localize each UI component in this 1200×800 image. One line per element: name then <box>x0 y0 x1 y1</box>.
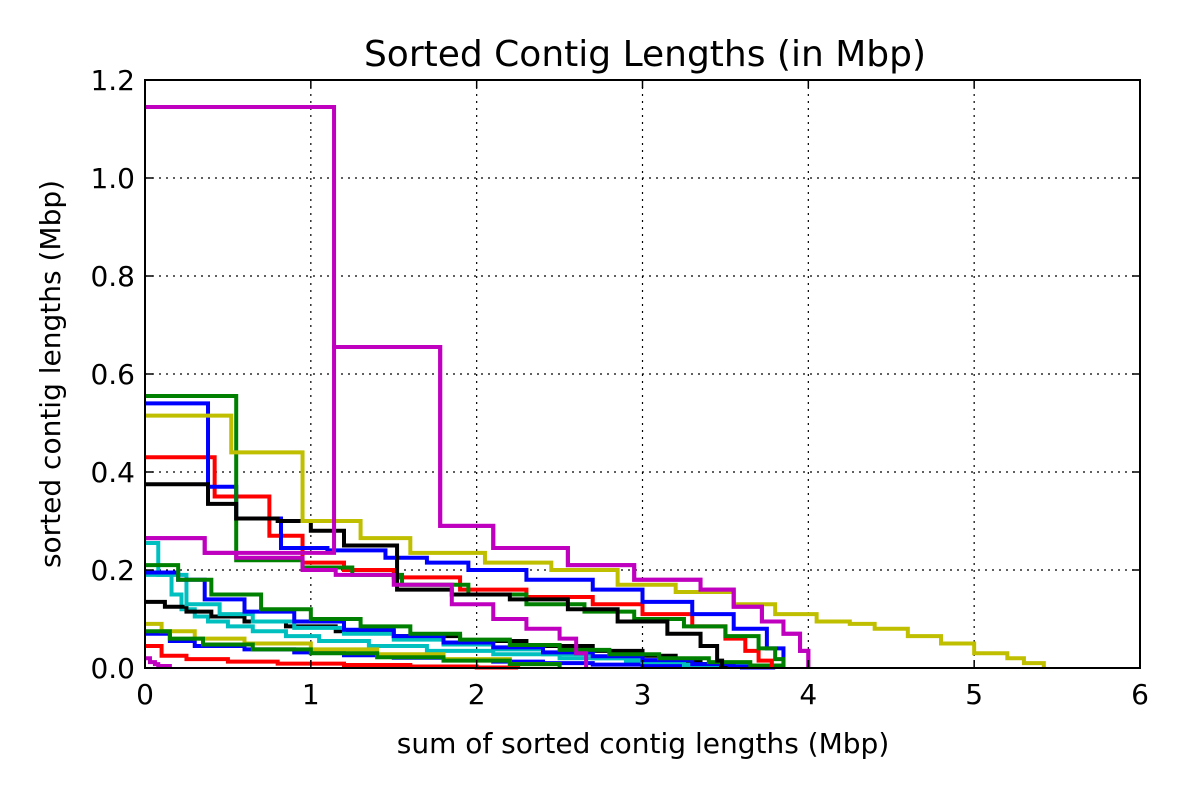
ticks: 0 1 2 3 4 5 6 0.0 0.2 0.4 0.6 0.8 1.0 1.2 <box>90 64 1148 711</box>
x-tick-label: 2 <box>468 678 486 711</box>
grid <box>145 80 1140 668</box>
x-tick-label: 5 <box>965 678 983 711</box>
x-tick-label: 0 <box>136 678 154 711</box>
series-line-13 <box>145 394 786 668</box>
x-tick-label: 1 <box>302 678 320 711</box>
y-tick-label: 0.4 <box>90 456 135 489</box>
y-tick-label: 0.8 <box>90 260 135 293</box>
series-group <box>145 104 1046 670</box>
series-line-18 <box>145 104 811 668</box>
y-tick-label: 0.6 <box>90 358 135 391</box>
series-line-6 <box>145 656 172 669</box>
series-line-15 <box>145 413 1046 668</box>
series-line-9 <box>145 570 761 669</box>
x-tick-label: 3 <box>634 678 652 711</box>
y-tick-label: 1.0 <box>90 162 135 195</box>
y-axis-label: sorted contig lengths (Mbp) <box>34 180 67 568</box>
series-line-5 <box>145 629 562 668</box>
x-tick-label: 6 <box>1131 678 1149 711</box>
chart-title: Sorted Contig Lengths (in Mbp) <box>364 34 926 75</box>
x-axis-label: sum of sorted contig lengths (Mbp) <box>397 727 890 760</box>
x-tick-label: 4 <box>799 678 817 711</box>
y-tick-label: 0.2 <box>90 554 135 587</box>
series-line-17 <box>145 536 589 668</box>
series-line-10 <box>145 563 786 668</box>
y-tick-label: 0.0 <box>90 652 135 685</box>
y-tick-label: 1.2 <box>90 64 135 97</box>
